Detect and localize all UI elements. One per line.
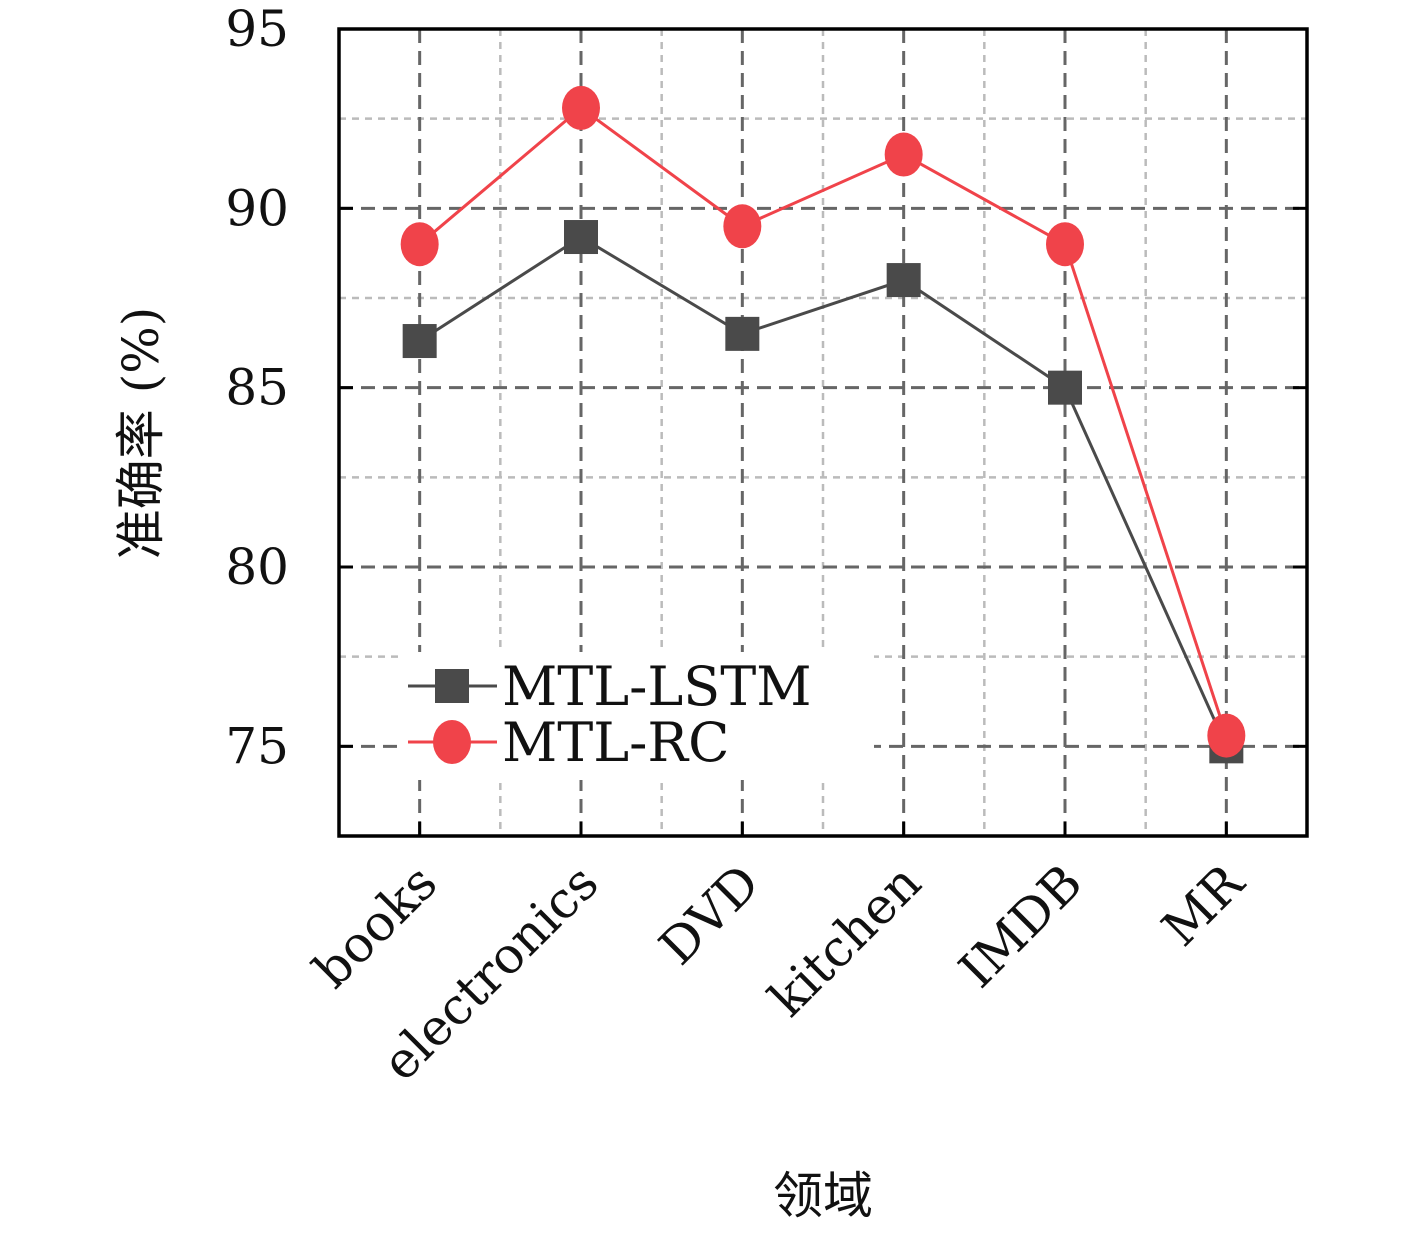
y-axis-title: 准确率 (%) <box>112 307 170 559</box>
x-tick-label: MR <box>1151 853 1256 958</box>
y-tick-labels: 75 80 85 90 95 <box>225 0 289 775</box>
legend-box <box>402 652 874 780</box>
grid-minor <box>339 29 1307 836</box>
legend-marker-square <box>435 669 469 703</box>
series-point-circle <box>400 222 439 267</box>
y-tick-label: 95 <box>225 0 289 58</box>
y-tick-label: 85 <box>225 359 289 417</box>
series-point-circle <box>562 85 600 130</box>
legend-label: MTL-LSTM <box>502 655 812 718</box>
x-axis-title: 领域 <box>773 1167 873 1225</box>
series-layer <box>400 85 1246 764</box>
legend-marker-circle <box>433 720 471 764</box>
y-tick-label: 80 <box>225 538 289 596</box>
series-point-circle <box>723 204 762 249</box>
x-tick-label: IMDB <box>948 853 1094 999</box>
series-point-square <box>725 316 760 351</box>
series-line-1 <box>418 105 1228 737</box>
x-tick-label: kitchen <box>758 853 932 1027</box>
x-tick-label: DVD <box>648 853 771 976</box>
series-point-circle <box>1207 713 1246 758</box>
axis-ticks <box>339 27 1307 836</box>
plot-frame <box>337 27 1309 838</box>
y-tick-label: 90 <box>225 179 289 237</box>
series-point-circle <box>1046 222 1084 267</box>
series-line-0 <box>418 235 1228 747</box>
series-point-square <box>1048 370 1082 405</box>
series-point-circle <box>884 132 923 177</box>
series-point-square <box>886 263 921 298</box>
legend-label: MTL-RC <box>502 711 729 774</box>
y-tick-label: 75 <box>225 717 289 775</box>
series-point-square <box>564 220 598 255</box>
series-point-square <box>402 324 437 359</box>
x-tick-label: books <box>302 853 448 999</box>
